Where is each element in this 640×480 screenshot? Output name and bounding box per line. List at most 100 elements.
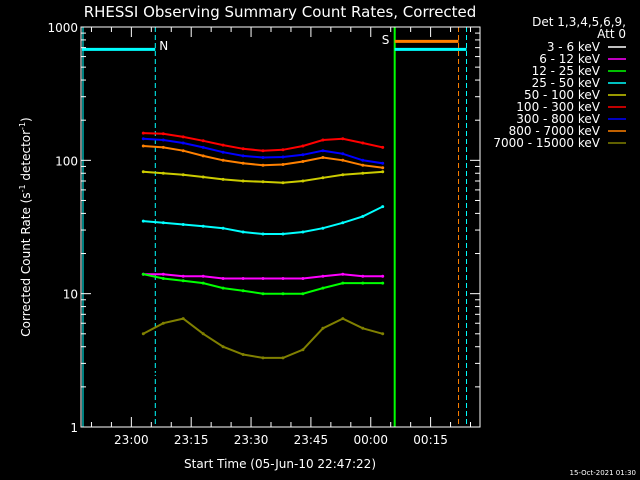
series-point-1: [321, 274, 325, 278]
series-point-8: [341, 317, 345, 321]
series-point-4: [161, 171, 165, 175]
series-point-2: [381, 281, 385, 285]
series-point-8: [261, 356, 265, 360]
y-axis-label-end: ): [19, 117, 33, 122]
series-point-4: [361, 171, 365, 175]
series-point-0: [381, 372, 385, 376]
series-point-0: [301, 391, 305, 395]
x-tick-label: 23:15: [174, 433, 209, 447]
series-point-5: [381, 145, 385, 149]
series-point-3: [141, 219, 145, 223]
series-point-2: [281, 292, 285, 296]
series-point-5: [141, 131, 145, 135]
series-point-7: [321, 156, 325, 159]
series-point-6: [241, 154, 245, 158]
series-point-8: [361, 326, 365, 330]
series-point-4: [321, 176, 325, 180]
series-point-4: [201, 175, 205, 179]
series-point-5: [261, 149, 265, 153]
series-point-0: [141, 372, 145, 376]
series-point-3: [181, 223, 185, 226]
series-point-5: [241, 147, 245, 151]
legend-label-4: 50 - 100 keV: [524, 88, 601, 102]
series-point-5: [201, 139, 205, 143]
legend-label-7: 800 - 7000 keV: [509, 124, 601, 138]
series-point-7: [241, 161, 245, 165]
legend-label-3: 25 - 50 keV: [532, 76, 601, 90]
series-point-1: [361, 274, 365, 278]
legend-label-5: 100 - 300 keV: [516, 100, 600, 114]
series-point-4: [141, 170, 145, 174]
series-point-8: [381, 332, 385, 336]
x-axis-label: Start Time (05-Jun-10 22:47:22): [184, 457, 376, 471]
annotation-n: N: [159, 39, 168, 53]
series-point-2: [221, 286, 225, 290]
series-point-1: [261, 277, 265, 280]
x-tick-label: 23:00: [114, 433, 149, 447]
x-tick-label: 23:45: [294, 433, 329, 447]
series-line-0: [143, 372, 383, 405]
series-point-3: [241, 230, 245, 234]
series-point-0: [341, 372, 345, 376]
series-point-8: [241, 353, 245, 356]
series-point-5: [221, 143, 225, 147]
series-point-1: [241, 277, 245, 280]
series-point-0: [161, 372, 165, 376]
legend-label-2: 12 - 25 keV: [532, 64, 601, 78]
series-point-4: [341, 173, 345, 177]
series-point-5: [301, 144, 305, 148]
series-point-3: [321, 226, 325, 230]
series-point-6: [201, 145, 205, 149]
series-point-3: [161, 221, 165, 225]
y-axis-label-sup2: -1: [18, 122, 27, 130]
legend-label-6: 300 - 800 keV: [516, 112, 600, 126]
series-point-2: [181, 279, 185, 283]
y-axis-label: Corrected Count Rate (s-1 detector-1): [18, 117, 33, 336]
series-point-3: [341, 221, 345, 225]
series-point-7: [261, 163, 265, 167]
series-point-1: [201, 274, 205, 278]
series-point-0: [201, 402, 205, 405]
series-point-8: [321, 326, 325, 330]
legend-label-8: 7000 - 15000 keV: [493, 136, 600, 150]
series-point-0: [221, 402, 225, 405]
y-tick-label: 1000: [47, 21, 78, 35]
series-point-7: [361, 163, 365, 167]
series-point-2: [301, 292, 305, 296]
series-point-2: [141, 272, 145, 276]
legend-header-line2: Att 0: [597, 27, 626, 41]
series-point-4: [281, 181, 285, 185]
series-point-7: [221, 158, 225, 162]
series-point-3: [381, 205, 385, 209]
series-point-3: [201, 224, 205, 228]
series-point-4: [181, 173, 185, 177]
series-point-6: [341, 152, 345, 156]
series-point-1: [181, 274, 185, 278]
chart-title: RHESSI Observing Summary Count Rates, Co…: [84, 3, 477, 21]
series-point-2: [261, 292, 265, 296]
series-point-6: [321, 149, 325, 153]
y-tick-label: 100: [55, 154, 78, 168]
series-point-7: [141, 144, 145, 148]
series-point-6: [261, 156, 265, 159]
series-point-8: [181, 317, 185, 321]
series-point-6: [281, 155, 285, 159]
series-point-2: [361, 281, 365, 285]
series-point-6: [361, 158, 365, 162]
series-point-2: [321, 286, 325, 290]
series-point-8: [161, 321, 165, 325]
series-point-5: [281, 148, 285, 152]
series-point-4: [301, 179, 305, 183]
series-point-7: [161, 145, 165, 149]
y-axis-label-sup1: -1: [18, 184, 27, 192]
series-point-8: [301, 348, 305, 352]
series-point-5: [341, 137, 345, 141]
series-point-5: [161, 132, 165, 136]
series-line-8: [142, 317, 383, 359]
series-point-0: [181, 379, 185, 383]
series-point-3: [281, 232, 285, 236]
series-point-0: [261, 402, 265, 405]
series-point-7: [341, 158, 345, 162]
